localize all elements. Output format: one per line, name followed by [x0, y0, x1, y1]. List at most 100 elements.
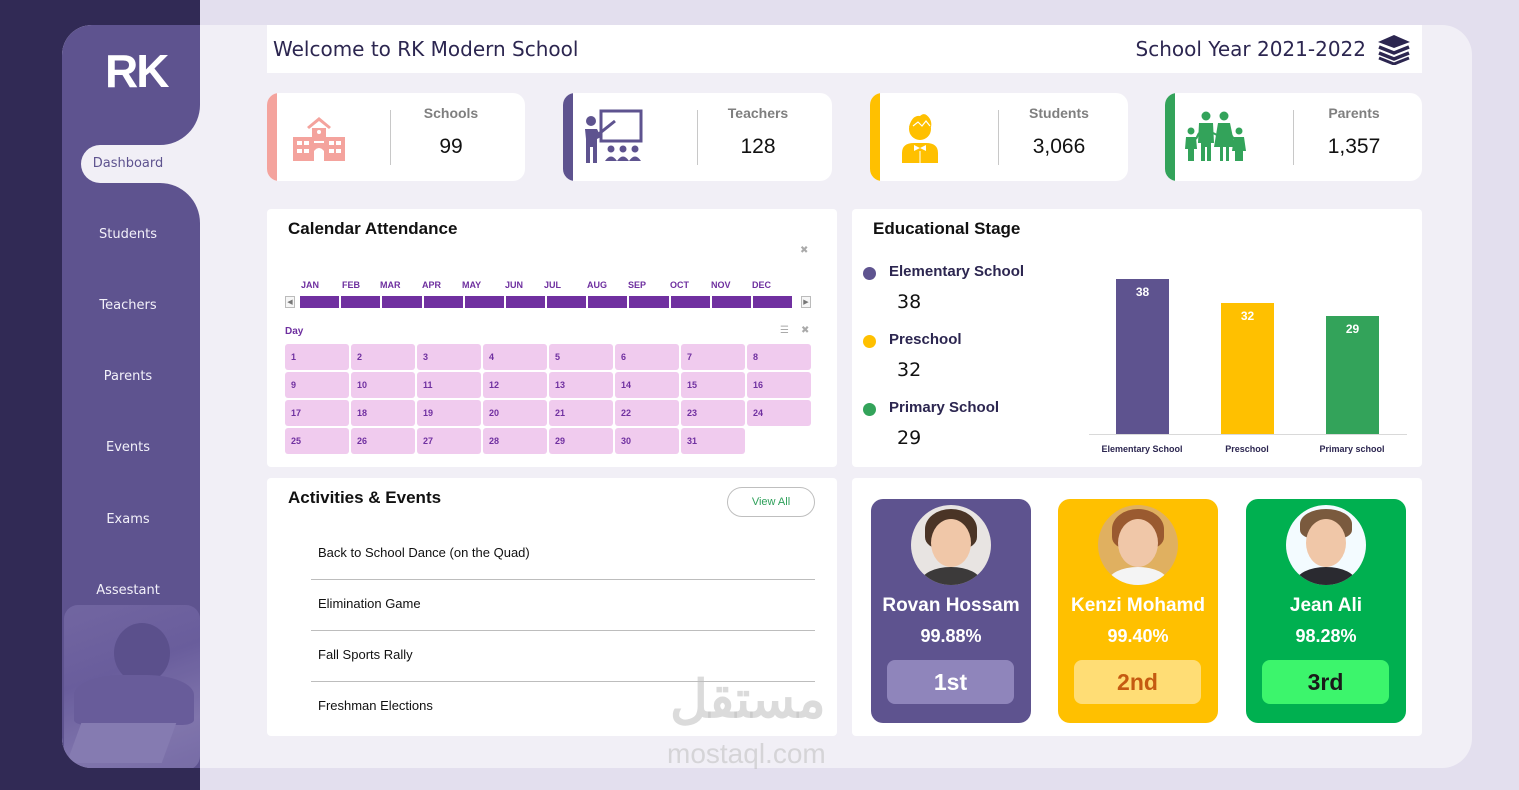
day-slicer: 1 2 3 4 5 6 7 8 9 10 11 12 13 14 15 16 17 18 19 20 21 22 23 24 2…	[285, 344, 815, 454]
sidebar-item-dashboard[interactable]: Dashboard	[92, 156, 164, 171]
top-student-card-2[interactable]: Kenzi Mohamd 99.40% 2nd	[1058, 499, 1218, 723]
sidebar-item-exams[interactable]: Exams	[106, 512, 150, 527]
kpi-value: 3,066	[1032, 135, 1086, 158]
month-label[interactable]: AUG	[587, 280, 607, 290]
day-button[interactable]: 3	[417, 344, 481, 370]
top-student-card-1[interactable]: Rovan Hossam 99.88% 1st	[871, 499, 1031, 723]
day-button[interactable]: 27	[417, 428, 481, 454]
legend-value: 38	[897, 291, 922, 313]
day-button[interactable]: 8	[747, 344, 811, 370]
day-button[interactable]: 13	[549, 372, 613, 398]
day-button[interactable]: 2	[351, 344, 415, 370]
clear-filter-icon[interactable]: ✖	[801, 325, 810, 336]
page-title: Welcome to RK Modern School	[273, 37, 579, 61]
month-label[interactable]: MAR	[380, 280, 401, 290]
month-label[interactable]: JUL	[544, 280, 562, 290]
timeline-scroll-left[interactable]: ◀	[285, 296, 295, 308]
month-timeline-bar[interactable]	[300, 296, 793, 308]
family-icon	[1185, 111, 1246, 161]
month-label[interactable]: MAY	[462, 280, 482, 290]
day-button[interactable]: 4	[483, 344, 547, 370]
month-segment[interactable]	[752, 296, 793, 308]
month-segment[interactable]	[629, 296, 669, 308]
kpi-divider	[1293, 110, 1294, 165]
month-label[interactable]: FEB	[342, 280, 360, 290]
day-button[interactable]: 18	[351, 400, 415, 426]
day-button[interactable]: 5	[549, 344, 613, 370]
legend-dot	[863, 335, 876, 348]
month-segment[interactable]	[505, 296, 546, 308]
event-item[interactable]: Fall Sports Rally	[311, 631, 815, 682]
clear-filter-icon[interactable]: ✖	[800, 245, 809, 256]
day-slicer-label: Day	[285, 326, 304, 337]
day-button[interactable]: 22	[615, 400, 679, 426]
stage-bar-chart: 38 Elementary School 32 Preschool 29 Primary …	[1089, 264, 1407, 464]
day-button[interactable]: 1	[285, 344, 349, 370]
month-segment[interactable]	[300, 296, 340, 308]
view-all-button[interactable]: View All	[727, 487, 815, 517]
month-segment[interactable]	[670, 296, 710, 308]
day-button[interactable]: 24	[747, 400, 811, 426]
event-item[interactable]: Freshman Elections	[318, 698, 433, 713]
month-segment[interactable]	[464, 296, 504, 308]
chart-bar[interactable]: 38	[1116, 279, 1169, 434]
day-button[interactable]: 7	[681, 344, 745, 370]
kpi-accent-bar	[563, 93, 573, 181]
day-button[interactable]: 16	[747, 372, 811, 398]
legend-name: Preschool	[889, 331, 962, 348]
legend-name: Primary School	[889, 399, 1000, 416]
day-button[interactable]: 15	[681, 372, 745, 398]
month-segment[interactable]	[588, 296, 628, 308]
day-button[interactable]: 26	[351, 428, 415, 454]
month-segment[interactable]	[423, 296, 463, 308]
sidebar-item-students[interactable]: Students	[99, 227, 157, 242]
month-labels: JAN FEB MAR APR MAY JUN JUL AUG SEP OCT …	[285, 280, 795, 292]
timeline-scroll-right[interactable]: ▶	[801, 296, 811, 308]
day-button[interactable]: 23	[681, 400, 745, 426]
month-label[interactable]: APR	[422, 280, 442, 290]
kpi-label: Parents	[1328, 105, 1380, 121]
day-button[interactable]: 31	[681, 428, 745, 454]
header-bar: Welcome to RK Modern School School Year …	[267, 25, 1422, 73]
nav-curve-bottom	[160, 183, 200, 223]
month-label[interactable]: OCT	[670, 280, 689, 290]
month-segment[interactable]	[382, 296, 422, 308]
day-button[interactable]: 21	[549, 400, 613, 426]
day-button[interactable]: 25	[285, 428, 349, 454]
month-label[interactable]: SEP	[628, 280, 647, 290]
chart-bar[interactable]: 32	[1221, 303, 1274, 434]
day-button[interactable]: 10	[351, 372, 415, 398]
month-label[interactable]: JAN	[301, 280, 320, 290]
sidebar-item-assistant[interactable]: Assestant	[96, 583, 160, 598]
sidebar-item-teachers[interactable]: Teachers	[99, 298, 157, 313]
card-title: Educational Stage	[873, 219, 1021, 238]
day-button[interactable]: 29	[549, 428, 613, 454]
month-label[interactable]: DEC	[752, 280, 772, 290]
day-button[interactable]: 6	[615, 344, 679, 370]
day-button[interactable]: 11	[417, 372, 481, 398]
top-student-card-3[interactable]: Jean Ali 98.28% 3rd	[1246, 499, 1406, 723]
day-button[interactable]: 17	[285, 400, 349, 426]
day-button[interactable]: 28	[483, 428, 547, 454]
rank-badge: 2nd	[1074, 660, 1201, 704]
sidebar-item-parents[interactable]: Parents	[103, 369, 153, 384]
event-item[interactable]: Back to School Dance (on the Quad)	[311, 529, 815, 580]
sidebar-item-events[interactable]: Events	[105, 440, 150, 455]
day-button[interactable]: 30	[615, 428, 679, 454]
watermark-latin: mostaql.com	[667, 738, 826, 769]
day-button[interactable]: 14	[615, 372, 679, 398]
month-segment[interactable]	[341, 296, 381, 308]
event-item[interactable]: Elimination Game	[311, 580, 815, 631]
multi-select-icon[interactable]: ☰	[780, 325, 789, 336]
chart-bar[interactable]: 29	[1326, 316, 1379, 434]
day-button[interactable]: 12	[483, 372, 547, 398]
month-label[interactable]: JUN	[505, 280, 524, 290]
student-score: 99.40%	[1107, 626, 1169, 646]
kpi-divider	[998, 110, 999, 165]
month-segment[interactable]	[711, 296, 751, 308]
month-label[interactable]: NOV	[711, 280, 731, 290]
day-button[interactable]: 20	[483, 400, 547, 426]
day-button[interactable]: 9	[285, 372, 349, 398]
day-button[interactable]: 19	[417, 400, 481, 426]
month-segment[interactable]	[547, 296, 587, 308]
